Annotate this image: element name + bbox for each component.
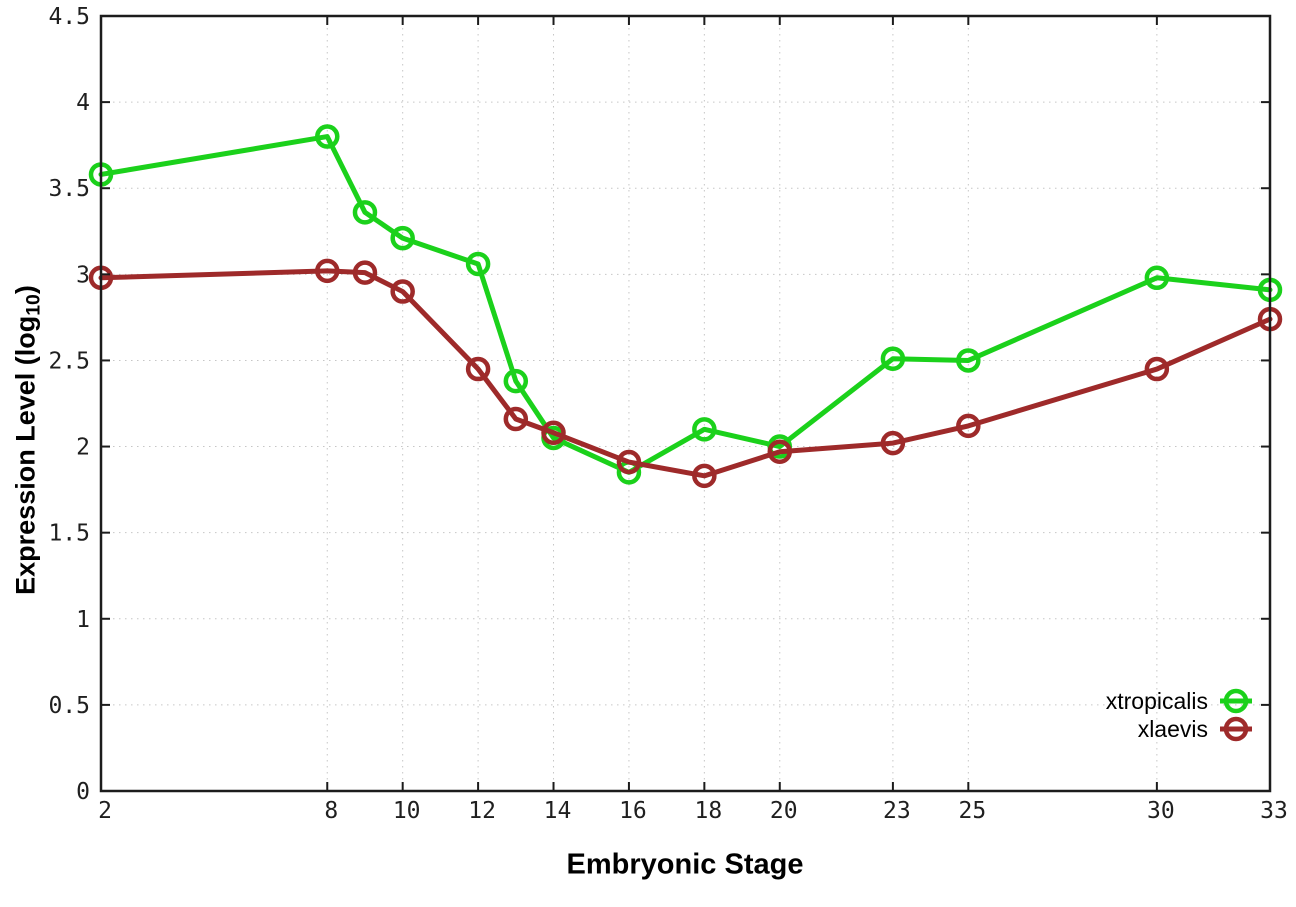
x-tick-label: 33 xyxy=(1260,798,1288,824)
x-tick-label: 12 xyxy=(468,798,496,824)
legend-sample-marker xyxy=(1223,716,1249,742)
marker-xlaevis xyxy=(503,406,529,432)
x-tick-label: 18 xyxy=(695,798,723,824)
marker-xlaevis xyxy=(692,463,717,489)
y-tick-label: 2 xyxy=(76,435,90,461)
legend-label: xtropicalis xyxy=(1106,688,1208,714)
y-tick-label: 1 xyxy=(76,607,90,633)
y-axis-title-close: ) xyxy=(10,285,41,295)
marker-xtropicalis xyxy=(390,225,415,251)
marker-xtropicalis xyxy=(503,368,529,394)
y-tick-label: 4 xyxy=(76,90,90,116)
x-tick-label: 20 xyxy=(770,798,798,824)
x-tick-label: 10 xyxy=(393,798,421,824)
marker-xlaevis xyxy=(390,279,415,304)
marker-xtropicalis xyxy=(1144,265,1170,291)
y-axis-title-subscript: 10 xyxy=(22,294,45,316)
gridlines xyxy=(100,15,1271,792)
y-tick-label: 2.5 xyxy=(48,348,90,374)
marker-xlaevis xyxy=(1144,356,1170,382)
y-axis-title-text: Expression Level (log xyxy=(10,315,41,595)
y-tick-label: 0.5 xyxy=(48,693,90,719)
marker-xlaevis xyxy=(880,430,906,456)
marker-xtropicalis xyxy=(880,346,906,371)
y-tick-label: 0 xyxy=(76,779,90,805)
x-tick-label: 16 xyxy=(619,798,647,824)
marker-xlaevis xyxy=(767,439,793,464)
marker-xtropicalis xyxy=(465,251,491,277)
y-tick-label: 1.5 xyxy=(48,521,90,547)
x-tick-label: 25 xyxy=(958,798,986,824)
y-axis-title: Expression Level (log10) xyxy=(10,285,45,595)
y-tick-label: 3 xyxy=(76,262,90,288)
x-tick-label: 30 xyxy=(1147,798,1175,824)
y-tick-label: 4.5 xyxy=(48,4,90,30)
marker-xlaevis xyxy=(465,356,491,382)
legend-label: xlaevis xyxy=(1138,716,1208,742)
marker-xlaevis xyxy=(541,420,566,446)
x-tick-label: 23 xyxy=(883,798,911,824)
legend-sample-marker xyxy=(1223,688,1249,714)
marker-xlaevis xyxy=(956,413,981,439)
marker-xtropicalis xyxy=(315,124,340,149)
x-axis-title: Embryonic Stage xyxy=(566,848,804,881)
marker-xlaevis xyxy=(616,449,642,475)
y-tick-label: 3.5 xyxy=(48,176,90,202)
x-tick-label: 14 xyxy=(544,798,572,824)
marker-xtropicalis xyxy=(692,417,717,442)
plot-border xyxy=(99,14,1272,793)
marker-xtropicalis xyxy=(956,348,981,373)
x-tick-label: 2 xyxy=(98,798,112,824)
marker-xtropicalis xyxy=(352,200,378,225)
axes: 2 8 10 12 14 16 18 20 23 25 30 33 0 0.5 1 1.5 2 2.5 3 3.5 4 4… xyxy=(48,4,1287,824)
marker-xlaevis xyxy=(315,258,340,284)
series-line-xtropicalis xyxy=(98,134,1273,475)
data-series xyxy=(88,124,1283,489)
x-tick-label: 8 xyxy=(324,798,338,824)
marker-xlaevis xyxy=(352,260,378,285)
series-line-xlaevis xyxy=(98,268,1273,479)
